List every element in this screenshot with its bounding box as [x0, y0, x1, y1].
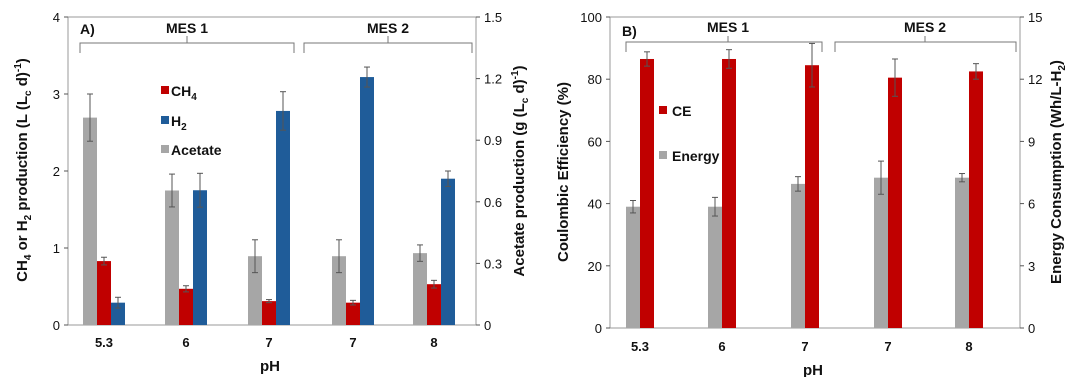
y-tick-label-left: 2 [53, 164, 60, 179]
bar-ce [969, 71, 983, 329]
y-axis-title-right-b: Energy Consumption (Wh/L-H2) [1048, 60, 1068, 284]
y-tick-label-right: 0.3 [484, 256, 502, 271]
legend-a-acetate-label: Acetate [171, 142, 222, 158]
mes1-label-a: MES 1 [166, 20, 208, 36]
bar-h2 [441, 178, 455, 325]
x-tick-label: 7 [265, 335, 272, 350]
y-tick-label-right: 0 [1028, 321, 1035, 336]
mes1-label-b: MES 1 [707, 19, 749, 35]
bar-h2 [193, 190, 207, 325]
bar-h2 [360, 77, 374, 325]
bar-ch4 [179, 288, 193, 325]
y-tick-label-right: 0.9 [484, 133, 502, 148]
y-tick-label-left: 0 [595, 321, 602, 336]
y-tick-label-left: 4 [53, 10, 60, 25]
legend-b-ce-label: CE [672, 103, 691, 119]
bar-energy [791, 183, 805, 328]
panel-b: B) MES 1 MES 2 0 20 40 60 80 100 0 3 6 9 12 15 5.3 6 7… [555, 10, 1068, 377]
y-tick-label-left: 60 [588, 134, 602, 149]
legend-a-h2-label: H2 [171, 113, 187, 133]
legend-a-h2-swatch [161, 116, 169, 124]
y-tick-label-right: 12 [1028, 72, 1042, 87]
legend-b: CE Energy [659, 103, 720, 164]
bar-h2 [276, 110, 290, 325]
legend-b-energy-label: Energy [672, 148, 720, 164]
mes2-label-b: MES 2 [904, 19, 946, 35]
x-tick-label: 8 [430, 335, 437, 350]
y-tick-label-left: 80 [588, 72, 602, 87]
y-tick-label-left: 3 [53, 87, 60, 102]
mes1-bracket-b [625, 41, 823, 52]
x-tick-label: 5.3 [631, 339, 649, 354]
bar-ch4 [97, 261, 111, 325]
y-axis-title-right-a: Acetate production (g (Lc d)-1) [510, 65, 531, 276]
bar-ce [722, 58, 736, 329]
bar-h2 [111, 302, 125, 325]
bar-ce [640, 58, 654, 329]
bar-acetate [332, 256, 346, 325]
mes1-bracket-a [79, 42, 295, 53]
bar-ch4 [346, 302, 360, 325]
x-tick-label: 7 [801, 339, 808, 354]
legend-a-ch4-label: CH4 [171, 83, 197, 103]
mes2-label-a: MES 2 [367, 20, 409, 36]
legend-a-acetate-swatch [161, 145, 169, 153]
x-axis-title-a: pH [260, 358, 280, 375]
y-tick-label-left: 0 [53, 318, 60, 333]
y-tick-label-left: 20 [588, 259, 602, 274]
x-tick-label: 7 [349, 335, 356, 350]
y-tick-label-left: 100 [580, 10, 602, 25]
x-tick-label: 6 [182, 335, 189, 350]
bar-ch4 [427, 284, 441, 325]
x-tick-label: 7 [884, 339, 891, 354]
y-tick-label-right: 0.6 [484, 195, 502, 210]
x-tick-label: 6 [718, 339, 725, 354]
y-tick-label-right: 1.5 [484, 10, 502, 25]
y-axis-title-left-a: CH4 or H2 production (L (Lc d)-1) [13, 58, 34, 282]
y-tick-label-right: 3 [1028, 259, 1035, 274]
legend-a-ch4-swatch [161, 86, 169, 94]
y-tick-label-right: 9 [1028, 134, 1035, 149]
bar-acetate [83, 117, 97, 325]
y-tick-label-right: 6 [1028, 197, 1035, 212]
legend-b-energy-swatch [659, 151, 667, 159]
bar-acetate [248, 256, 262, 325]
y-tick-label-right: 0 [484, 318, 491, 333]
mes2-bracket-a [303, 42, 473, 53]
bar-energy [874, 177, 888, 328]
x-tick-label: 8 [965, 339, 972, 354]
bar-acetate [413, 253, 427, 325]
bar-energy [955, 177, 969, 328]
panel-b-label: B) [622, 23, 637, 39]
panel-a-label: A) [80, 21, 95, 37]
y-tick-label-left: 1 [53, 241, 60, 256]
bar-ce [888, 77, 902, 329]
bar-ce [805, 65, 819, 328]
y-tick-label-left: 40 [588, 197, 602, 212]
y-tick-label-right: 1.2 [484, 72, 502, 87]
legend-b-ce-swatch [659, 106, 667, 114]
bar-energy [626, 206, 640, 328]
bar-acetate [165, 190, 179, 325]
panel-a: A) MES 1 MES 2 0 1 2 3 4 0 0.3 0.6 0.9 1.2 1.5 5.3 6… [13, 10, 531, 375]
mes2-bracket-b [834, 41, 1017, 52]
y-tick-label-right: 15 [1028, 10, 1042, 25]
y-axis-title-left-b: Coulombic Efficiency (%) [555, 82, 572, 262]
legend-a: CH4 H2 Acetate [161, 83, 222, 158]
x-tick-label: 5.3 [95, 335, 113, 350]
bar-ch4 [262, 301, 276, 325]
bar-energy [708, 206, 722, 328]
x-axis-title-b: pH [803, 362, 823, 377]
